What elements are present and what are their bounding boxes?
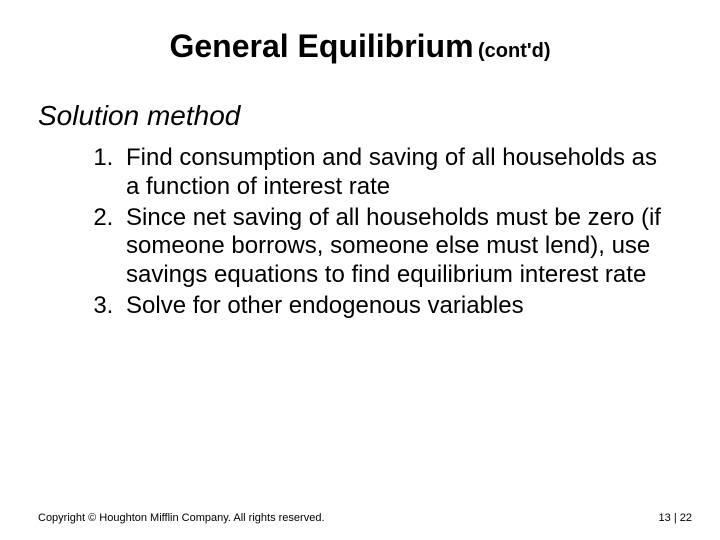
- list-item: Solve for other endogenous variables: [120, 292, 670, 321]
- slide: General Equilibrium (cont'd) Solution me…: [0, 0, 720, 540]
- footer-copyright: Copyright © Houghton Mifflin Company. Al…: [38, 512, 325, 524]
- solution-list: Find consumption and saving of all house…: [76, 144, 670, 323]
- subhead: Solution method: [38, 100, 240, 132]
- title-suffix: (cont'd): [478, 40, 551, 62]
- list-item: Since net saving of all households must …: [120, 204, 670, 290]
- list-item: Find consumption and saving of all house…: [120, 144, 670, 202]
- title-main: General Equilibrium: [169, 28, 473, 64]
- footer-page-number: 13 | 22: [659, 512, 692, 524]
- slide-title: General Equilibrium (cont'd): [0, 28, 720, 65]
